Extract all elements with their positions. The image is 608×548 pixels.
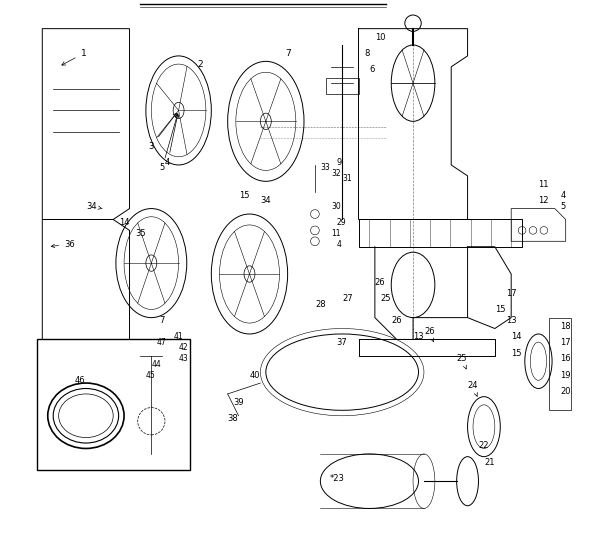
Text: 15: 15: [239, 191, 249, 199]
Text: 33: 33: [320, 163, 330, 173]
Text: 3: 3: [148, 113, 176, 151]
Text: 43: 43: [179, 354, 188, 363]
Text: 26: 26: [391, 316, 402, 325]
Text: 27: 27: [342, 294, 353, 303]
Text: 46: 46: [75, 376, 86, 385]
Text: 10: 10: [375, 32, 385, 42]
Text: 36: 36: [51, 239, 75, 249]
Text: 44: 44: [151, 359, 161, 369]
Text: 12: 12: [539, 196, 549, 205]
Text: 16: 16: [560, 354, 571, 363]
Text: 39: 39: [233, 398, 244, 407]
Text: 29: 29: [337, 218, 347, 227]
Text: 17: 17: [506, 289, 516, 298]
Text: 34: 34: [260, 196, 271, 205]
Text: 7: 7: [159, 316, 165, 325]
Text: 18: 18: [560, 322, 571, 330]
Text: 32: 32: [331, 169, 341, 178]
Text: 25: 25: [381, 294, 391, 303]
Text: 26: 26: [375, 278, 385, 287]
Bar: [326, 78, 359, 94]
Text: 11: 11: [331, 229, 340, 238]
Text: 5: 5: [560, 202, 565, 210]
Text: 9: 9: [337, 158, 342, 167]
Text: 28: 28: [315, 300, 325, 309]
Text: *23: *23: [330, 474, 344, 483]
Text: 2: 2: [198, 60, 203, 69]
Text: 31: 31: [342, 174, 352, 184]
Text: 21: 21: [484, 458, 495, 467]
Text: 34: 34: [86, 202, 102, 210]
Text: 20: 20: [560, 387, 571, 396]
Text: 47: 47: [157, 338, 167, 347]
Text: 42: 42: [179, 344, 188, 352]
Text: 4: 4: [337, 239, 342, 249]
Text: 24: 24: [468, 381, 478, 396]
Text: 41: 41: [173, 333, 183, 341]
Text: 26: 26: [424, 327, 435, 341]
Text: 45: 45: [146, 370, 156, 380]
Text: 13: 13: [506, 316, 516, 325]
Text: 13: 13: [413, 333, 424, 341]
Text: 15: 15: [495, 305, 505, 314]
Text: 19: 19: [560, 370, 571, 380]
Text: 4: 4: [560, 191, 565, 199]
Text: 5: 5: [160, 114, 178, 173]
Text: 17: 17: [560, 338, 571, 347]
Text: 7: 7: [285, 49, 291, 58]
Text: 14: 14: [119, 218, 130, 227]
Text: 15: 15: [511, 349, 522, 358]
Text: 11: 11: [539, 180, 549, 189]
Text: 4: 4: [165, 114, 179, 167]
Text: 6: 6: [370, 65, 375, 75]
Text: 8: 8: [364, 49, 369, 58]
Text: 35: 35: [135, 229, 146, 238]
Text: 14: 14: [511, 333, 522, 341]
Bar: [37, 339, 190, 470]
Text: 38: 38: [227, 414, 238, 423]
Text: 40: 40: [249, 370, 260, 380]
Text: 22: 22: [478, 442, 489, 450]
Text: 30: 30: [331, 202, 341, 210]
Text: 25: 25: [457, 354, 467, 369]
Text: 1: 1: [62, 49, 86, 65]
Text: 37: 37: [337, 338, 348, 347]
